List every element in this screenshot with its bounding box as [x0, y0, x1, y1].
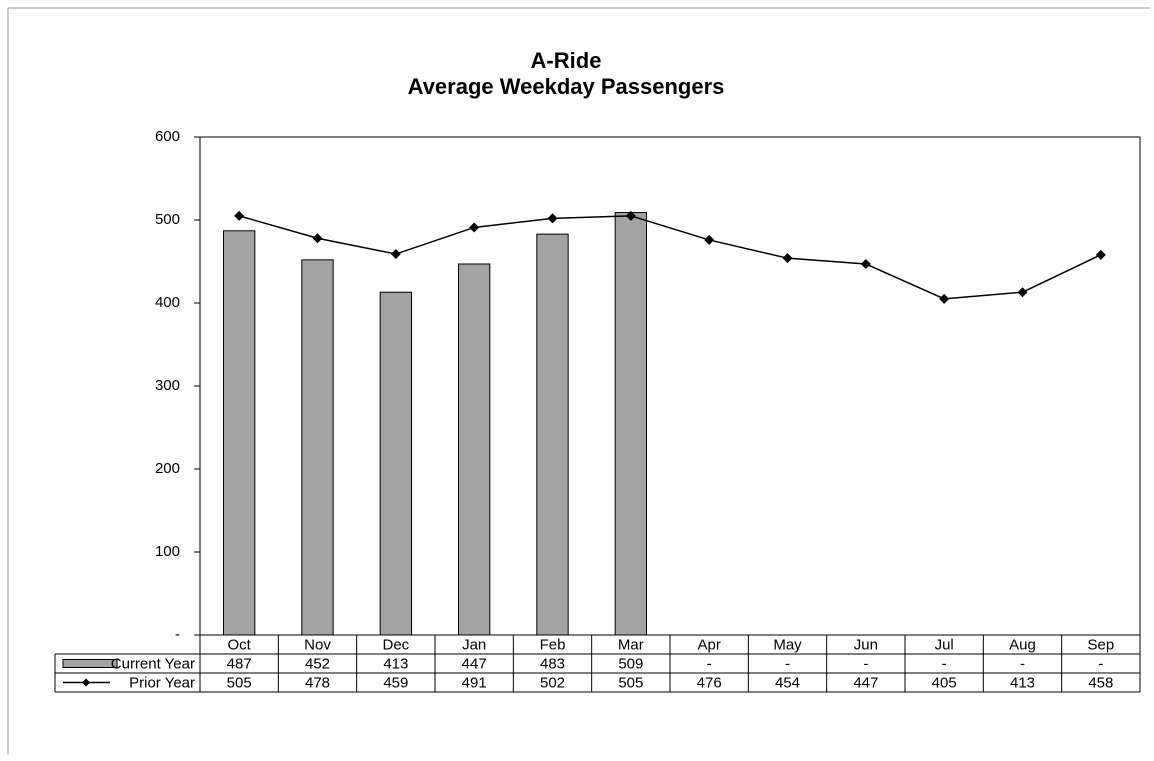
- table-value: 454: [775, 674, 800, 691]
- y-tick-label: 600: [155, 128, 180, 145]
- table-value: 483: [540, 655, 565, 672]
- bar: [458, 263, 491, 636]
- y-tick-label: 100: [155, 543, 180, 560]
- x-tick-label: Jun: [854, 636, 878, 653]
- table-value: -: [863, 655, 868, 672]
- line: [238, 215, 1102, 300]
- legend-marker: [82, 678, 90, 687]
- table-value: 476: [697, 674, 722, 691]
- table-value: 505: [618, 674, 643, 691]
- table-value: -: [1020, 655, 1025, 672]
- marker: [782, 253, 793, 264]
- x-tick-label: Apr: [697, 636, 720, 653]
- x-tick-label: Feb: [540, 636, 566, 653]
- marker: [704, 234, 715, 245]
- bar: [301, 259, 334, 636]
- table-value: 509: [618, 655, 643, 672]
- table-value: 478: [305, 674, 330, 691]
- table-value: -: [785, 655, 790, 672]
- marker: [390, 249, 401, 260]
- y-tick-label: 200: [155, 460, 180, 477]
- plot-area: [199, 136, 1141, 636]
- table-value: 459: [383, 674, 408, 691]
- table-value: 452: [305, 655, 330, 672]
- y-tick-label: 300: [155, 377, 180, 394]
- marker: [625, 210, 636, 221]
- table-value: 447: [853, 674, 878, 691]
- table-value: 458: [1088, 674, 1113, 691]
- bar: [223, 230, 256, 636]
- y-tick-label: 400: [155, 294, 180, 311]
- legend-label: Prior Year: [129, 674, 195, 691]
- legend-swatch: [62, 659, 118, 668]
- table-value: -: [707, 655, 712, 672]
- chart-title: A-Ride: [531, 48, 602, 73]
- table-value: -: [942, 655, 947, 672]
- x-tick-label: Sep: [1087, 636, 1114, 653]
- table-value: 491: [462, 674, 487, 691]
- marker: [1017, 287, 1028, 298]
- marker: [234, 210, 245, 221]
- chart-subtitle: Average Weekday Passengers: [408, 74, 725, 99]
- marker: [1095, 249, 1106, 260]
- table-value: 487: [227, 655, 252, 672]
- x-tick-label: Jan: [462, 636, 486, 653]
- table-value: 502: [540, 674, 565, 691]
- x-tick-label: Aug: [1009, 636, 1036, 653]
- x-tick-label: Dec: [382, 636, 409, 653]
- marker: [312, 233, 323, 244]
- table-value: -: [1098, 655, 1103, 672]
- bar: [614, 212, 648, 636]
- x-tick-label: Jul: [935, 636, 954, 653]
- table-value: 405: [932, 674, 957, 691]
- x-tick-label: May: [773, 636, 802, 653]
- marker: [939, 293, 950, 304]
- bar: [536, 233, 569, 636]
- x-tick-label: Mar: [618, 636, 644, 653]
- marker: [860, 258, 871, 269]
- x-tick-label: Oct: [227, 636, 251, 653]
- table-value: 447: [462, 655, 487, 672]
- bar: [379, 291, 412, 636]
- table-value: 413: [1010, 674, 1035, 691]
- legend-label: Current Year: [111, 655, 195, 672]
- y-tick-label: 500: [155, 211, 180, 228]
- table-value: 505: [227, 674, 252, 691]
- marker: [547, 213, 558, 224]
- table-value: 413: [383, 655, 408, 672]
- y-tick-label: -: [175, 626, 180, 643]
- x-tick-label: Nov: [304, 636, 331, 653]
- marker: [469, 222, 480, 233]
